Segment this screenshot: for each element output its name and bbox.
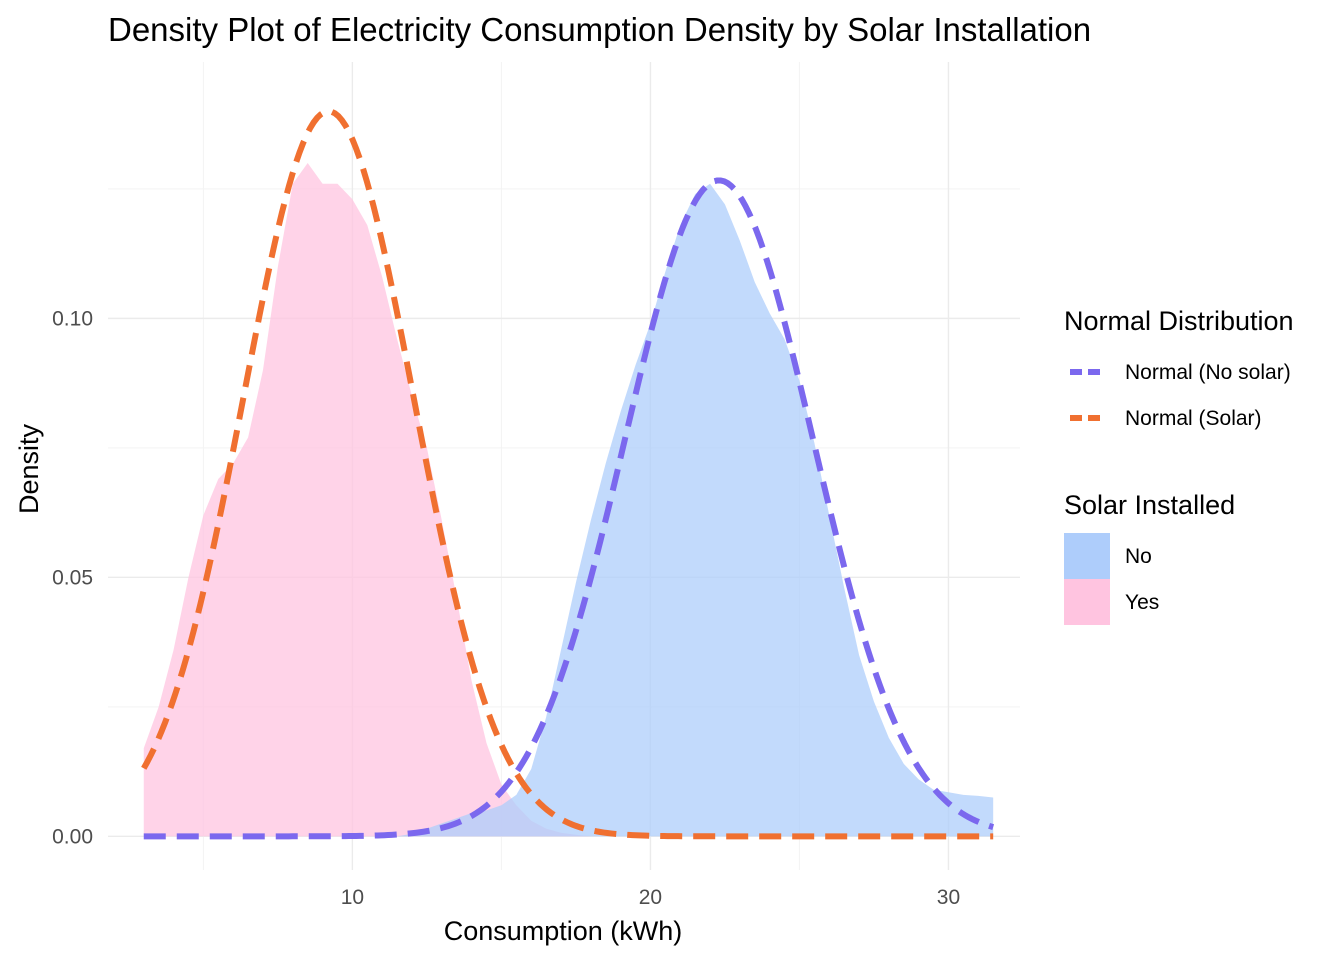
x-tick-label: 30: [937, 886, 960, 909]
y-tick-label: 0.05: [52, 566, 93, 589]
y-axis-title: Density: [14, 423, 44, 514]
normal-curve-normal-solar: [141, 108, 994, 840]
x-tick-label: 10: [341, 886, 364, 909]
x-axis-ticks: 10 20 30: [341, 886, 960, 909]
y-axis-ticks: 0.00 0.05 0.10: [52, 307, 93, 848]
legend-swatch-yes: [1064, 579, 1110, 625]
legend-label-normal-no-solar: Normal (No solar): [1125, 361, 1291, 384]
legend-swatch-no: [1064, 533, 1110, 579]
legend-title: Normal Distribution: [1064, 306, 1294, 336]
legend-title: Solar Installed: [1064, 490, 1235, 520]
x-tick-label: 20: [639, 886, 662, 909]
normal-curves: [141, 108, 995, 840]
legend-label-no: No: [1125, 545, 1152, 568]
legend-label-normal-solar: Normal (Solar): [1125, 407, 1262, 430]
y-tick-label: 0.10: [52, 307, 93, 330]
legends: Normal Distribution Normal (No solar) Norm…: [1064, 306, 1294, 625]
density-area-yes: [143, 163, 591, 837]
normal-curve-normal-no-solar: [143, 177, 995, 840]
y-tick-label: 0.00: [52, 825, 93, 848]
legend-normal-distribution: Normal Distribution Normal (No solar) Norm…: [1064, 306, 1294, 430]
x-axis-title: Consumption (kWh): [444, 916, 683, 946]
chart-title: Density Plot of Electricity Consumption …: [108, 11, 1091, 48]
legend-solar-installed: Solar Installed No Yes: [1064, 490, 1235, 625]
legend-label-yes: Yes: [1125, 591, 1159, 614]
density-areas: [143, 163, 994, 837]
density-area-no: [397, 183, 994, 837]
